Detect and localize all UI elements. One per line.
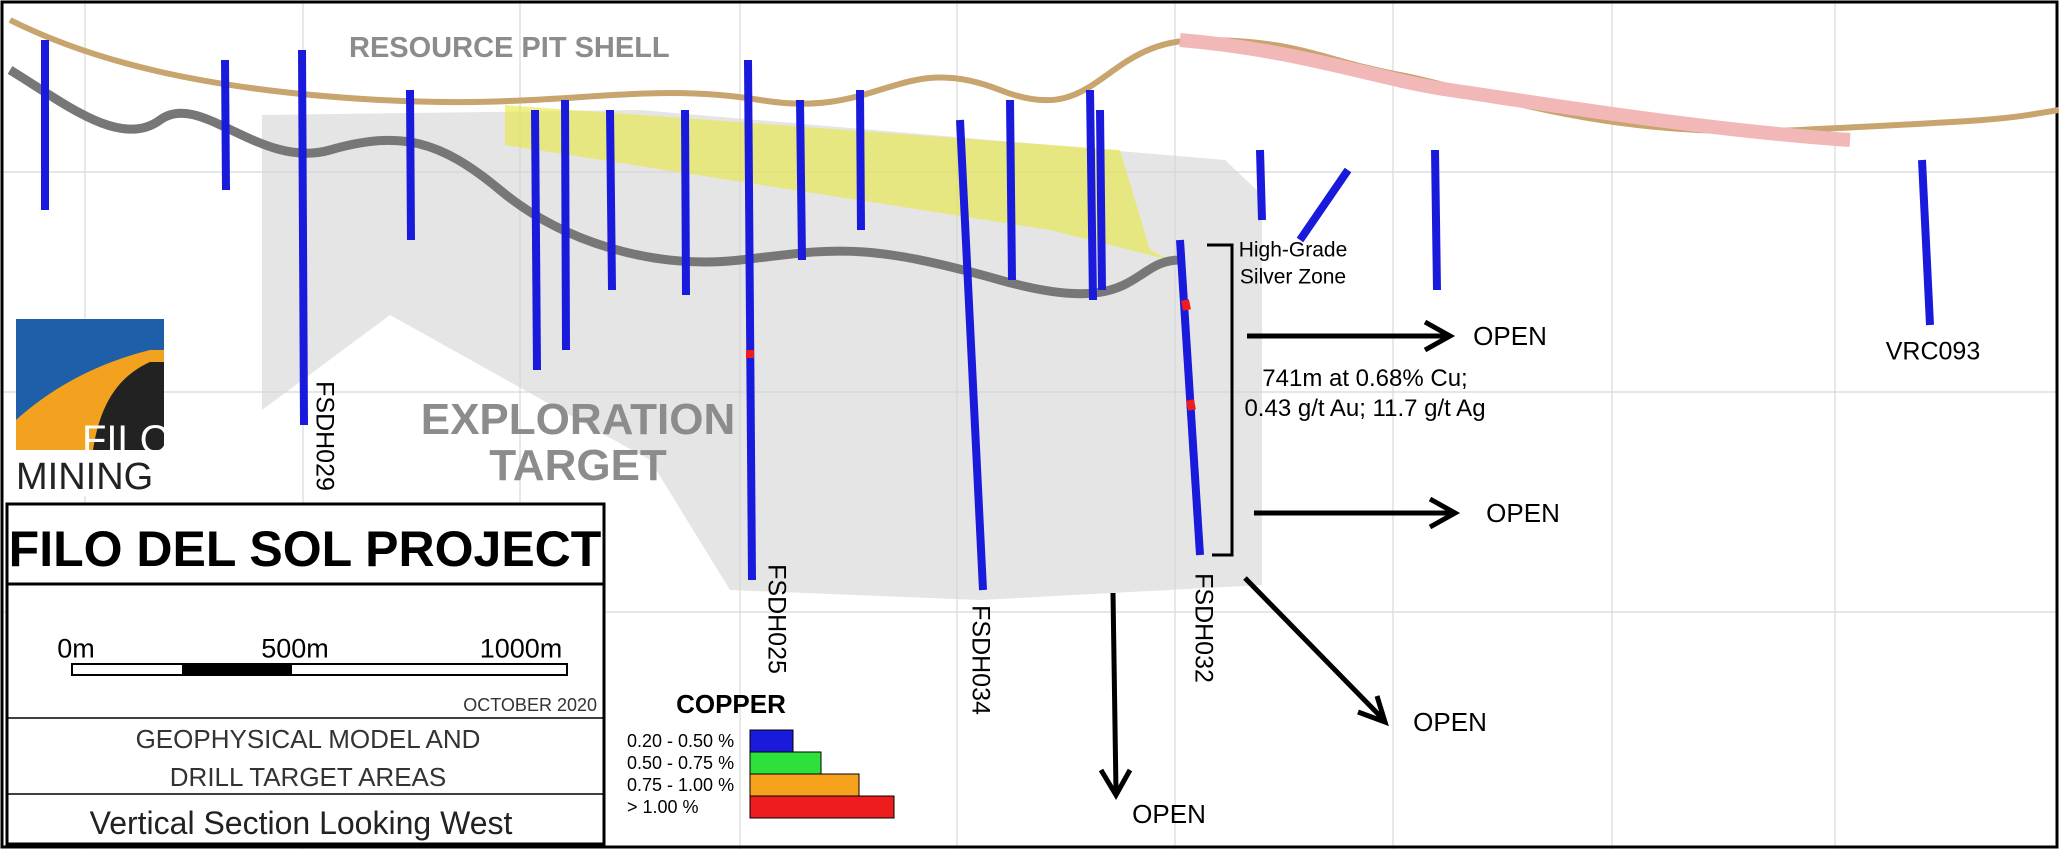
legend-label: 0.20 - 0.50 % bbox=[627, 731, 735, 751]
date: OCTOBER 2020 bbox=[463, 695, 597, 715]
legend-swatch bbox=[749, 751, 822, 775]
intercept-label: 741m at 0.68% Cu; bbox=[1262, 365, 1468, 392]
hole-label: FSDH032 bbox=[1189, 573, 1218, 683]
open-label: OPEN bbox=[1486, 498, 1560, 528]
scale-label: 1000m bbox=[479, 633, 563, 664]
silver-zone-body bbox=[505, 105, 1170, 260]
scale-label: 0m bbox=[57, 633, 95, 664]
pit-shell-label: RESOURCE PIT SHELL bbox=[349, 32, 670, 64]
logo-text: FILO bbox=[82, 418, 171, 462]
legend-label: > 1.00 % bbox=[627, 797, 699, 817]
logo-band bbox=[16, 450, 164, 496]
zone-label: High-Grade bbox=[1238, 238, 1348, 262]
legend-title: COPPER bbox=[676, 689, 786, 719]
scale-label: 500m bbox=[261, 633, 329, 664]
legend-swatch bbox=[749, 795, 895, 819]
zone-label: Silver Zone bbox=[1239, 265, 1347, 289]
hole-label: FSDH034 bbox=[966, 605, 995, 715]
legend-label: 0.50 - 0.75 % bbox=[627, 753, 735, 773]
intercept-label: 0.43 g/t Au; 11.7 g/t Ag bbox=[1244, 395, 1486, 422]
open-label: OPEN bbox=[1413, 707, 1487, 737]
scale-bar bbox=[71, 663, 568, 676]
subtitle: DRILL TARGET AREAS bbox=[169, 762, 447, 792]
legend-swatch bbox=[749, 773, 860, 797]
high-grade-intervals bbox=[746, 299, 1196, 411]
hole-label: VRC093 bbox=[1885, 337, 1981, 366]
view-label: Vertical Section Looking West bbox=[89, 805, 513, 841]
subtitle: GEOPHYSICAL MODEL AND bbox=[135, 724, 481, 754]
open-arrows bbox=[1098, 319, 1461, 800]
surface-layer bbox=[1179, 33, 1851, 147]
logo-text: MINING bbox=[16, 456, 154, 498]
hole-label: FSDH025 bbox=[762, 564, 791, 674]
drill-holes bbox=[41, 40, 1934, 591]
hole-label: FSDH029 bbox=[310, 381, 339, 491]
project-title: FILO DEL SOL PROJECT bbox=[8, 521, 602, 577]
open-label: OPEN bbox=[1132, 799, 1206, 829]
legend-swatch bbox=[749, 729, 794, 753]
open-label: OPEN bbox=[1473, 321, 1547, 351]
target-label: TARGET bbox=[489, 441, 667, 490]
scale-bar-segment bbox=[182, 664, 292, 675]
intercept-bracket bbox=[1207, 243, 1234, 557]
legend-label: 0.75 - 1.00 % bbox=[627, 775, 735, 795]
target-label: EXPLORATION bbox=[420, 395, 736, 444]
